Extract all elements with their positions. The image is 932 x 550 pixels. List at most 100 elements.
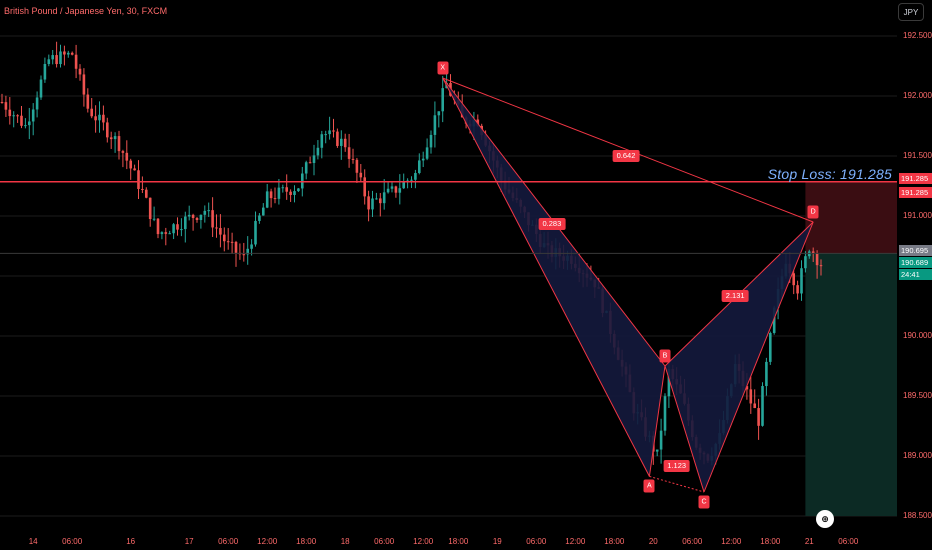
ratio-label: 1.123 [663,459,691,472]
candle-body [164,232,168,234]
candle-body [663,396,667,431]
candle-body [285,187,288,192]
candle-body [226,241,230,243]
pattern-triangle-xab [442,78,665,477]
ratio-label: 0.283 [538,218,566,231]
candle-body [242,254,246,256]
x-tick-label: 12:00 [257,537,278,546]
leg-xa [442,77,650,477]
x-tick-label: 18:00 [448,537,469,546]
pattern-point-b: B [659,349,671,363]
price-tag: 191.285 [899,172,932,184]
candle-body [211,210,214,228]
candle-body [347,147,351,159]
y-tick-label: 188.500 [903,511,932,520]
harmonic-pattern [442,77,814,493]
candle-body [418,160,421,174]
candle-body [796,285,799,294]
candle-body [414,173,417,180]
candle-body [78,68,82,75]
candle-body [43,64,47,80]
chart-title: British Pound / Japanese Yen, 30, FXCM [4,6,168,16]
candle-body [293,191,296,195]
candle-body [254,220,257,245]
y-tick-label: 191.000 [903,211,932,220]
candle-body [258,215,261,221]
candle-body [203,210,207,215]
x-tick-label: 06:00 [838,537,859,546]
candle-body [328,130,331,135]
x-tick-label: 06:00 [682,537,703,546]
candle-body [308,162,312,164]
pattern-triangle-bcd [665,222,814,492]
candle-body [219,228,222,235]
candle-body [753,403,756,409]
x-tick-label: 18:00 [296,537,317,546]
candle-body [191,214,195,219]
candle-body [246,248,249,255]
candle-body [769,332,772,362]
candle-body [230,241,234,243]
candle-body [800,268,803,294]
candle-body [156,218,160,235]
candle-body [441,88,444,112]
candle-body [82,74,86,95]
candle-body [772,307,776,333]
candle-body [281,187,285,189]
x-tick-label: 16 [126,537,136,546]
pattern-point-x: X [437,61,449,75]
candle-body [421,158,425,161]
candle-body [363,177,366,197]
x-tick-label: 12:00 [721,537,742,546]
leg-bc [664,365,705,493]
candle-body [184,216,187,230]
candle-body [39,79,43,98]
candle-body [90,108,93,117]
candle-body [394,186,398,193]
candle-body [86,94,90,109]
candle-body [429,134,433,148]
x-tick-label: 18:00 [760,537,781,546]
candle-body [316,147,320,156]
candle-body [301,173,304,189]
tradingview-logo-icon: ⊕ [816,510,834,528]
candle-body [312,155,316,163]
candle-body [0,102,4,103]
y-tick-label: 189.500 [903,391,932,400]
candle-body [113,136,117,140]
candle-body [168,233,171,235]
pattern-point-d: D [807,205,819,219]
candle-body [410,179,413,181]
candle-body [160,232,164,235]
candle-body [757,408,760,426]
candle-body [371,198,374,210]
candle-body [382,192,386,204]
pattern-point-a: A [643,479,655,493]
candle-body [215,227,218,229]
candle-body [24,125,27,127]
candle-body [332,130,335,132]
x-tick-label: 06:00 [218,537,239,546]
price-tag: 191.285 [899,187,932,198]
price-tag: 24:41 [899,268,932,280]
candle-body [379,198,382,204]
candle-body [106,122,109,138]
candle-body [137,170,140,189]
candle-body [359,172,363,178]
candle-body [109,137,113,140]
candle-body [811,251,815,254]
candle-body [398,188,402,193]
candle-body [195,218,199,221]
candle-body [765,361,768,387]
candle-body [343,138,347,148]
candle-body [67,52,70,55]
candle-body [121,151,125,153]
candle-body [655,449,659,452]
currency-button[interactable]: JPY [898,3,924,21]
candle-body [98,114,101,121]
pattern-point-c: C [698,495,710,509]
candle-body [265,191,269,208]
candle-body [804,256,807,269]
stop-loss-label: Stop Loss: 191.285 [767,166,892,182]
